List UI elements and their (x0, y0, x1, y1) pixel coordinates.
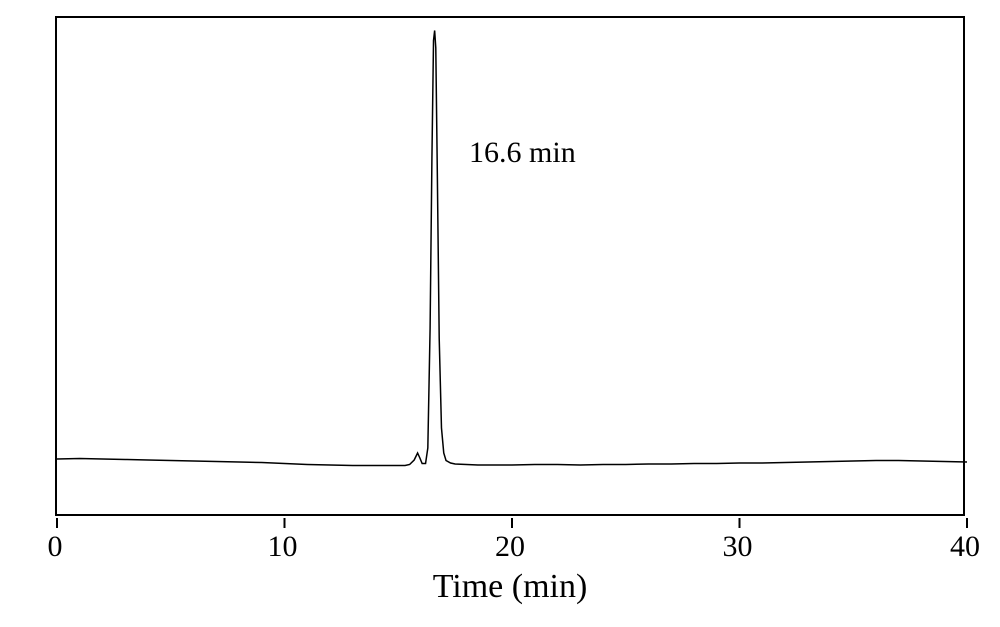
x-tick-label: 0 (48, 530, 63, 564)
x-axis-label: Time (min) (433, 568, 588, 606)
chromatogram-trace (57, 31, 967, 466)
x-tick-label: 30 (723, 530, 753, 564)
plot-frame (55, 16, 965, 516)
x-axis-ticks (57, 518, 967, 528)
chromatogram-svg (57, 18, 967, 538)
peak-annotation: 16.6 min (469, 136, 576, 170)
x-tick-label: 20 (495, 530, 525, 564)
x-tick-label: 10 (268, 530, 298, 564)
x-tick-label: 40 (950, 530, 980, 564)
